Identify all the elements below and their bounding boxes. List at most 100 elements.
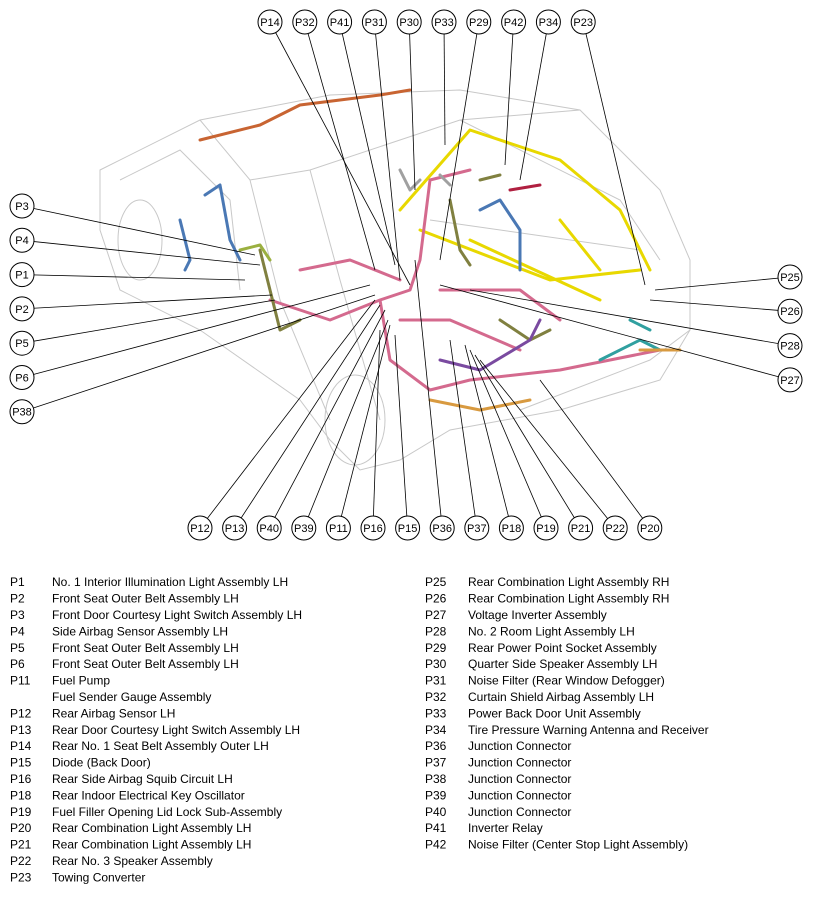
callout-label: P11 [329, 523, 348, 535]
callout-circle [327, 9, 353, 35]
callout-circle [498, 515, 524, 541]
legend-desc: Junction Connector [468, 756, 571, 770]
callout-label: P31 [365, 17, 385, 29]
leader-lines [21, 21, 791, 529]
callout-label: P2 [15, 304, 28, 316]
legend-code: P36 [425, 739, 447, 753]
leader-line [582, 21, 646, 286]
leader-line [338, 324, 391, 529]
legend-code: P21 [10, 838, 32, 852]
callout-circle [257, 9, 283, 35]
leader-line [504, 21, 514, 166]
leader-line [654, 276, 791, 291]
callout-label: P1 [15, 270, 28, 282]
leader-line [21, 294, 273, 310]
legend-code: P20 [10, 821, 32, 835]
callout-circle [9, 399, 35, 425]
leader-line [479, 359, 616, 529]
legend-desc: Curtain Shield Airbag Assembly LH [468, 690, 654, 704]
legend-code: P14 [10, 739, 32, 753]
legend-code: P5 [10, 641, 25, 655]
callout-label: P13 [225, 523, 245, 535]
legend-desc: Rear Combination Light Assembly LH [52, 838, 251, 852]
callout-circle [360, 515, 386, 541]
legend-desc: Voltage Inverter Assembly [468, 608, 607, 622]
legend-code: P13 [10, 723, 32, 737]
leader-line [519, 21, 549, 181]
callout-label: P12 [190, 523, 210, 535]
callout-circle [535, 9, 561, 35]
leader-line [464, 344, 512, 529]
leader-line [394, 334, 408, 529]
callout-circle [9, 365, 35, 390]
callout-label: P38 [12, 407, 32, 419]
leader-line [374, 21, 401, 281]
legend-desc: Rear Combination Light Assembly RH [468, 575, 669, 589]
legend-code: P28 [425, 624, 447, 638]
legend-desc: Inverter Relay [468, 821, 543, 835]
legend: P1 No. 1 Interior Illumination Light Asse… [10, 575, 709, 884]
leader-line [21, 205, 256, 256]
callout-circle [325, 515, 351, 541]
callout-label: P40 [259, 523, 279, 535]
callout-circle [291, 515, 317, 541]
callout-circle [187, 515, 213, 541]
legend-code: P41 [425, 821, 447, 835]
legend-code: P25 [425, 575, 447, 589]
legend-code: P29 [425, 641, 447, 655]
callout-label: P22 [605, 523, 625, 535]
leader-line [304, 21, 376, 271]
leader-line [469, 349, 547, 529]
legend-desc: Front Seat Outer Belt Assembly LH [52, 592, 239, 606]
callout-label: P5 [15, 338, 28, 350]
callout-circle [292, 9, 318, 35]
legend-desc: Rear Side Airbag Squib Circuit LH [52, 772, 233, 786]
leader-line [414, 259, 443, 529]
legend-code: P2 [10, 592, 25, 606]
callout-circle [637, 515, 663, 541]
car-outline [99, 89, 691, 471]
legend-desc: Fuel Sender Gauge Assembly [52, 690, 211, 704]
legend-code: P12 [10, 706, 32, 720]
legend-desc: Junction Connector [468, 788, 571, 802]
callout-circle [222, 515, 248, 541]
callout-label: P21 [571, 523, 591, 535]
legend-desc: Towing Converter [52, 870, 145, 884]
leader-line [372, 329, 381, 529]
callout-circle [533, 515, 559, 541]
legend-desc: Rear No. 3 Speaker Assembly [52, 854, 213, 868]
legend-code: P1 [10, 575, 25, 589]
leader-line [474, 354, 581, 529]
callout-circle [568, 515, 594, 541]
legend-desc: Side Airbag Sensor Assembly LH [52, 624, 228, 638]
callout-label: P33 [434, 17, 454, 29]
callout-label: P37 [467, 523, 487, 535]
leader-line [469, 289, 791, 346]
callout-circle [777, 367, 803, 393]
leader-line [21, 239, 261, 266]
callout-circle [777, 333, 803, 359]
callout-label: P3 [15, 201, 28, 213]
legend-desc: Junction Connector [468, 805, 571, 819]
callout-circle [570, 9, 596, 35]
leader-line [339, 21, 396, 266]
legend-code: P33 [425, 706, 447, 720]
callout-label: P4 [15, 235, 28, 247]
callout-label: P42 [504, 17, 524, 29]
callout-label: P39 [294, 523, 314, 535]
callout-circle [395, 515, 421, 541]
callout-circle [464, 515, 490, 541]
leader-line [21, 299, 276, 344]
callout-label: P41 [330, 17, 350, 29]
legend-desc: Junction Connector [468, 739, 571, 753]
callout-label: P14 [260, 17, 280, 29]
callout-circle [9, 262, 35, 288]
callout-label: P29 [469, 17, 489, 29]
callout-circle [9, 227, 35, 253]
legend-desc: Fuel Pump [52, 674, 110, 688]
callout-circle [429, 515, 455, 541]
legend-code: P37 [425, 756, 447, 770]
leader-line [408, 21, 416, 191]
legend-code: P22 [10, 854, 32, 868]
leader-line [21, 284, 371, 378]
